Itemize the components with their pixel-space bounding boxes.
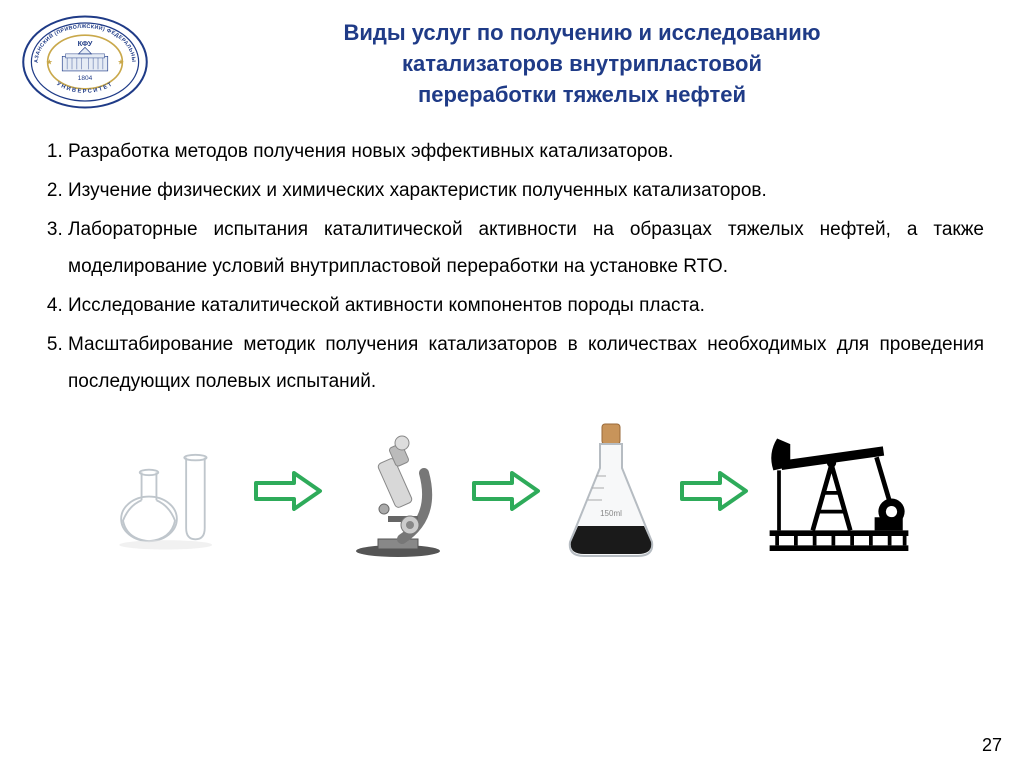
slide-title: Виды услуг по получению и исследованию к… [170, 12, 994, 110]
oil-pump-icon [764, 421, 914, 561]
arrow-icon [472, 471, 542, 511]
microscope-icon [338, 421, 458, 561]
svg-text:КФУ: КФУ [78, 39, 93, 48]
list-item: Изучение физических и химических характе… [68, 172, 984, 209]
svg-text:150ml: 150ml [600, 509, 622, 518]
title-line2: катализаторов внутрипластовой [170, 49, 994, 80]
list-item: Лабораторные испытания каталитической ак… [68, 211, 984, 285]
content-area: Разработка методов получения новых эффек… [0, 127, 1024, 400]
oil-flask-icon: 150ml [556, 416, 666, 566]
arrow-icon [254, 471, 324, 511]
list-item: Масштабирование методик получения катали… [68, 326, 984, 400]
arrow-icon [680, 471, 750, 511]
svg-text:★: ★ [46, 57, 53, 66]
page-number: 27 [982, 735, 1002, 756]
services-list: Разработка методов получения новых эффек… [40, 133, 984, 400]
title-line3: переработки тяжелых нефтей [170, 80, 994, 111]
university-logo: КАЗАНСКИЙ (ПРИВОЛЖСКИЙ) ФЕДЕРАЛЬНЫЙ УНИВ… [20, 12, 150, 117]
process-diagram: 150ml [0, 402, 1024, 566]
title-line1: Виды услуг по получению и исследованию [170, 18, 994, 49]
glassware-icon [110, 426, 240, 556]
svg-text:★: ★ [117, 57, 124, 66]
svg-text:1804: 1804 [78, 75, 93, 82]
list-item: Исследование каталитической активности к… [68, 287, 984, 324]
list-item: Разработка методов получения новых эффек… [68, 133, 984, 170]
